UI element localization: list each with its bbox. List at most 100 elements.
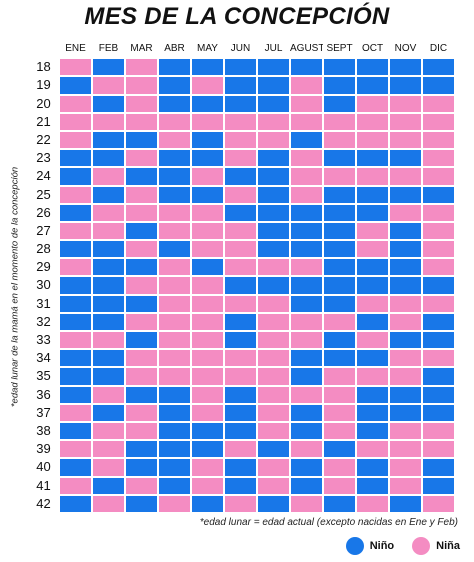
grid-cell	[422, 476, 455, 495]
age-label: 22	[28, 131, 59, 150]
grid-cell	[224, 76, 257, 95]
grid-cell	[257, 221, 290, 241]
age-label: 23	[28, 149, 59, 168]
age-label: 26	[28, 204, 59, 222]
grid-cell	[290, 258, 323, 277]
grid-cell	[422, 185, 455, 204]
grid-cell	[323, 294, 356, 313]
grid-cell	[257, 167, 290, 186]
grid-cell	[422, 403, 455, 422]
grid-cell	[125, 385, 158, 404]
grid-cell	[323, 331, 356, 350]
grid-cell	[356, 58, 389, 77]
grid-cell	[191, 294, 224, 313]
month-header: AGUST	[290, 43, 323, 54]
grid-cell	[158, 149, 191, 168]
grid-cell	[257, 203, 290, 222]
grid-cell	[257, 185, 290, 204]
grid-cell	[356, 494, 389, 513]
grid-cell	[92, 476, 125, 495]
grid-cell	[356, 130, 389, 150]
grid-cell	[92, 494, 125, 513]
grid-cell	[125, 76, 158, 95]
grid-cell	[92, 440, 125, 459]
grid-cell	[257, 476, 290, 495]
grid-cell	[224, 403, 257, 422]
grid-cell	[356, 258, 389, 277]
grid-cell	[323, 203, 356, 222]
grid-cell	[92, 240, 125, 259]
grid-cell	[389, 476, 422, 495]
grid-cell	[59, 494, 92, 513]
grid-cell	[290, 167, 323, 186]
grid-cell	[158, 258, 191, 277]
grid-cell	[191, 76, 224, 95]
grid-cell	[92, 421, 125, 441]
age-label: 29	[28, 258, 59, 277]
grid-cell	[257, 312, 290, 331]
grid-cell	[125, 240, 158, 259]
grid-cell	[257, 94, 290, 113]
grid-cell	[224, 149, 257, 168]
grid-cell	[356, 167, 389, 186]
grid-cell	[257, 276, 290, 295]
grid-cell	[323, 385, 356, 404]
grid-cell	[59, 276, 92, 295]
grid-cell	[92, 403, 125, 422]
grid-cell	[356, 203, 389, 222]
grid-cell	[422, 421, 455, 441]
grid-cell	[191, 440, 224, 459]
grid-cell	[323, 440, 356, 459]
grid-cell	[125, 458, 158, 477]
grid-cell	[389, 240, 422, 259]
footnote: *edad lunar = edad actual (excepto nacid…	[199, 517, 458, 528]
grid-cell	[323, 94, 356, 113]
grid-cell	[59, 331, 92, 350]
grid-cell	[356, 149, 389, 168]
age-label: 20	[28, 95, 59, 113]
age-label: 36	[28, 386, 59, 404]
grid-cell	[257, 331, 290, 350]
grid-cell	[224, 367, 257, 386]
grid-cell	[59, 149, 92, 168]
grid-cell	[224, 494, 257, 513]
grid-cell	[323, 403, 356, 422]
grid-cell	[191, 331, 224, 350]
grid-cell	[92, 312, 125, 331]
age-label: 39	[28, 440, 59, 459]
grid-cell	[356, 185, 389, 204]
grid-cell	[158, 76, 191, 95]
age-label: 33	[28, 331, 59, 350]
grid-cell	[323, 458, 356, 477]
month-header: MAR	[130, 43, 153, 54]
grid-cell	[290, 112, 323, 131]
grid-cell	[125, 221, 158, 241]
grid-cell	[59, 76, 92, 95]
grid-cell	[257, 349, 290, 368]
grid-cell	[290, 494, 323, 513]
grid-cell	[257, 494, 290, 513]
month-header: ABR	[164, 43, 185, 54]
grid-cell	[356, 403, 389, 422]
grid-cell	[59, 240, 92, 259]
grid-cell	[422, 167, 455, 186]
grid-cell	[422, 76, 455, 95]
grid-cell	[158, 312, 191, 331]
grid-cell	[125, 476, 158, 495]
grid-cell	[356, 458, 389, 477]
grid-cell	[389, 458, 422, 477]
grid-cell	[389, 385, 422, 404]
grid-cell	[224, 458, 257, 477]
grid-cell	[290, 58, 323, 77]
grid-cell	[224, 440, 257, 459]
grid-cell	[422, 240, 455, 259]
grid-cell	[224, 312, 257, 331]
grid-cell	[290, 130, 323, 150]
grid-cell	[92, 76, 125, 95]
grid-cell	[92, 367, 125, 386]
grid-cell	[125, 294, 158, 313]
month-header: DIC	[429, 43, 448, 54]
grid-cell	[422, 221, 455, 241]
grid-cell	[158, 421, 191, 441]
grid-cell	[191, 130, 224, 150]
